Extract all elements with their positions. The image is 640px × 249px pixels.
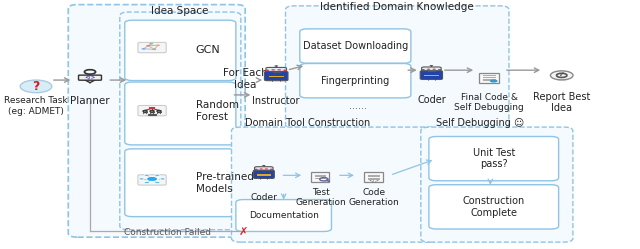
Text: GCN: GCN	[195, 45, 220, 55]
Circle shape	[144, 182, 149, 184]
Text: Construction Failed: Construction Failed	[124, 228, 211, 237]
Text: Report Best
Idea: Report Best Idea	[533, 92, 591, 113]
Circle shape	[160, 178, 165, 180]
Circle shape	[144, 174, 149, 176]
Text: Research Task
(eg: ADMET): Research Task (eg: ADMET)	[4, 96, 68, 116]
Text: ?: ?	[32, 80, 40, 93]
Circle shape	[155, 174, 160, 176]
FancyBboxPatch shape	[149, 107, 155, 109]
FancyBboxPatch shape	[420, 71, 442, 79]
Text: ✓: ✓	[492, 78, 496, 83]
Text: ✗: ✗	[239, 227, 248, 237]
Text: LLMs: LLMs	[145, 176, 159, 182]
Text: Test
Generation: Test Generation	[296, 188, 346, 207]
FancyBboxPatch shape	[232, 127, 440, 242]
Text: Domain Tool Construction: Domain Tool Construction	[245, 118, 371, 128]
FancyBboxPatch shape	[79, 75, 102, 80]
Circle shape	[429, 65, 433, 66]
Circle shape	[275, 65, 278, 67]
Circle shape	[152, 49, 156, 50]
FancyBboxPatch shape	[300, 63, 411, 98]
Text: Dataset Downloading: Dataset Downloading	[303, 41, 408, 51]
Circle shape	[156, 45, 160, 46]
Text: </>: </>	[84, 75, 95, 80]
Circle shape	[139, 178, 144, 180]
Circle shape	[550, 71, 573, 80]
FancyBboxPatch shape	[120, 12, 241, 230]
FancyBboxPatch shape	[138, 42, 166, 53]
Text: Coder: Coder	[417, 95, 445, 105]
Text: Idea Space: Idea Space	[151, 6, 209, 16]
Circle shape	[490, 79, 498, 83]
Circle shape	[438, 69, 442, 70]
Text: Identified Domain Knowledge: Identified Domain Knowledge	[321, 2, 474, 12]
FancyBboxPatch shape	[285, 6, 509, 128]
FancyBboxPatch shape	[269, 76, 284, 77]
Text: Random
Forest: Random Forest	[195, 100, 239, 122]
Circle shape	[146, 45, 150, 47]
Circle shape	[433, 68, 436, 70]
Circle shape	[149, 43, 154, 45]
FancyBboxPatch shape	[300, 29, 411, 63]
Circle shape	[270, 169, 273, 170]
Text: Unit Test
pass?: Unit Test pass?	[472, 148, 515, 169]
Text: Instructor: Instructor	[252, 96, 300, 106]
Text: ✓: ✓	[559, 72, 564, 78]
FancyBboxPatch shape	[138, 106, 166, 116]
Circle shape	[284, 69, 287, 71]
FancyBboxPatch shape	[253, 170, 275, 179]
FancyBboxPatch shape	[125, 82, 236, 145]
Text: Planner: Planner	[70, 96, 110, 106]
FancyBboxPatch shape	[148, 114, 156, 115]
Text: Code
Generation: Code Generation	[348, 188, 399, 207]
Text: Final Code &
Self Debugging: Final Code & Self Debugging	[454, 93, 524, 112]
Circle shape	[255, 169, 258, 170]
FancyBboxPatch shape	[429, 136, 559, 181]
Text: ......: ......	[349, 101, 367, 111]
FancyBboxPatch shape	[424, 75, 438, 76]
Text: Documentation: Documentation	[249, 211, 319, 220]
Circle shape	[260, 168, 263, 170]
Circle shape	[147, 177, 157, 181]
Text: </>: </>	[368, 177, 380, 182]
FancyBboxPatch shape	[125, 149, 236, 217]
FancyBboxPatch shape	[421, 127, 573, 242]
Circle shape	[265, 168, 268, 170]
Circle shape	[277, 69, 281, 70]
Text: For Each
Idea: For Each Idea	[223, 68, 268, 90]
FancyBboxPatch shape	[236, 199, 332, 232]
FancyBboxPatch shape	[364, 172, 383, 182]
FancyBboxPatch shape	[429, 185, 559, 229]
Text: Construction
Complete: Construction Complete	[463, 196, 525, 218]
Circle shape	[20, 80, 52, 93]
Text: Fingerprinting: Fingerprinting	[321, 76, 390, 86]
FancyBboxPatch shape	[68, 5, 245, 237]
FancyBboxPatch shape	[264, 71, 288, 81]
Circle shape	[421, 69, 425, 70]
FancyBboxPatch shape	[479, 73, 499, 83]
Text: Coder: Coder	[250, 193, 277, 202]
FancyBboxPatch shape	[255, 167, 273, 172]
FancyBboxPatch shape	[125, 20, 236, 81]
Circle shape	[141, 48, 145, 50]
Circle shape	[262, 165, 266, 166]
FancyBboxPatch shape	[266, 67, 287, 73]
Text: Self Debugging ☺: Self Debugging ☺	[436, 118, 524, 128]
Text: Pre-trained
Models: Pre-trained Models	[195, 172, 253, 193]
FancyBboxPatch shape	[312, 172, 329, 182]
FancyBboxPatch shape	[257, 174, 271, 176]
Circle shape	[155, 182, 160, 184]
Circle shape	[266, 69, 269, 71]
Circle shape	[271, 69, 275, 70]
FancyBboxPatch shape	[138, 175, 166, 185]
FancyBboxPatch shape	[422, 67, 441, 72]
Circle shape	[427, 68, 430, 70]
